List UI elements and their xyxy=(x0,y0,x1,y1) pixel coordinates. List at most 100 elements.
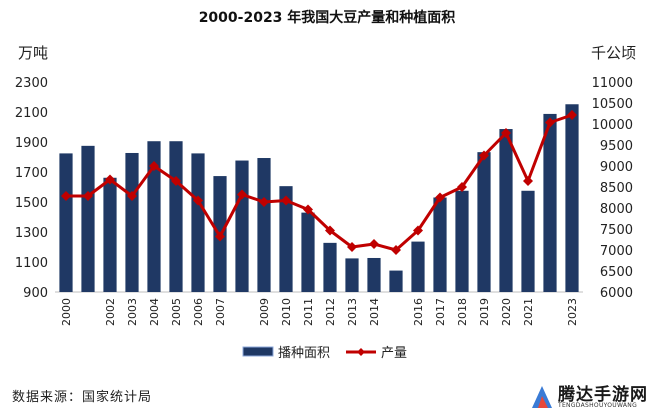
point-2010 xyxy=(281,195,291,206)
left-tick-label: 900 xyxy=(23,286,48,301)
x-tick-label: 2003 xyxy=(126,298,139,326)
right-tick-label: 8000 xyxy=(600,202,633,217)
point-2005 xyxy=(171,176,181,186)
x-tick-label: 2021 xyxy=(522,298,535,326)
bar-2013 xyxy=(345,258,359,292)
data-source-note: 数据来源：国家统计局 xyxy=(12,390,153,405)
legend-label-line: 产量 xyxy=(381,346,407,361)
left-axis: 900 1100 1300 1500 1700 1900 2100 2300 xyxy=(15,76,48,301)
watermark: 腾达手游网 TENGDASHOUYOUWANG xyxy=(528,378,650,418)
left-tick-label: 1500 xyxy=(15,196,48,211)
right-tick-label: 9500 xyxy=(600,139,633,154)
point-2022 xyxy=(545,117,555,128)
right-tick-label: 7500 xyxy=(600,223,633,238)
point-2017 xyxy=(435,192,445,203)
bar-2004 xyxy=(147,141,161,292)
point-2014 xyxy=(369,239,379,249)
chart-title: 2000-2023 年我国大豆产量和种植面积 xyxy=(199,9,456,26)
x-tick-label: 2010 xyxy=(280,298,293,326)
point-2011 xyxy=(303,204,313,215)
left-tick-label: 1100 xyxy=(15,256,48,271)
point-2004 xyxy=(149,161,159,171)
bar-2009 xyxy=(257,158,271,292)
right-axis-unit: 千公顷 xyxy=(591,44,636,62)
bar-2021 xyxy=(521,190,535,292)
left-axis-unit: 万吨 xyxy=(18,44,48,62)
x-tick-label: 2018 xyxy=(456,298,469,326)
x-tick-label: 2012 xyxy=(324,298,337,326)
x-tick-label: 2004 xyxy=(148,298,161,326)
point-2016 xyxy=(413,225,423,236)
point-2008 xyxy=(237,189,247,200)
x-tick-label: 2017 xyxy=(434,298,447,326)
point-2000 xyxy=(61,191,71,201)
x-tick-label: 2000 xyxy=(60,298,73,326)
point-2003 xyxy=(127,191,137,201)
left-tick-label: 1700 xyxy=(15,166,48,181)
left-tick-label: 1900 xyxy=(15,136,48,151)
bar-2018 xyxy=(455,190,469,292)
bar-2006 xyxy=(191,153,205,292)
x-tick-label: 2007 xyxy=(214,298,227,326)
point-2001 xyxy=(83,191,93,201)
x-tick-label: 2013 xyxy=(346,298,359,326)
point-2002 xyxy=(105,174,115,185)
bar-2015 xyxy=(389,270,403,292)
point-2012 xyxy=(325,225,335,236)
legend-label-bar: 播种面积 xyxy=(278,346,330,361)
right-tick-label: 10000 xyxy=(592,118,633,133)
right-tick-label: 9000 xyxy=(600,160,633,175)
point-2021 xyxy=(523,176,533,186)
right-tick-label: 6000 xyxy=(600,286,633,301)
point-2015 xyxy=(391,245,401,255)
bar-2016 xyxy=(411,241,425,292)
bar-2001 xyxy=(81,145,95,292)
x-tick-label: 2009 xyxy=(258,298,271,326)
x-axis: 2000 2002 2003 2004 2005 2006 2007 2009 2010 2011… xyxy=(60,298,579,326)
legend-marker-line xyxy=(357,348,365,356)
watermark-title: 腾达手游网 xyxy=(558,385,648,405)
left-tick-label: 1300 xyxy=(15,226,48,241)
bar-2008 xyxy=(235,160,249,292)
right-tick-label: 6500 xyxy=(600,265,633,280)
point-2013 xyxy=(347,242,357,252)
line-series xyxy=(61,110,577,255)
bar-2019 xyxy=(477,152,491,292)
legend: 播种面积 产量 xyxy=(242,346,407,361)
bar-2020 xyxy=(499,129,513,292)
bar-2023 xyxy=(565,104,579,292)
watermark-logo-icon xyxy=(532,386,552,408)
point-2020 xyxy=(501,128,511,138)
point-2007 xyxy=(215,231,225,242)
x-tick-label: 2005 xyxy=(170,298,183,326)
right-tick-label: 10500 xyxy=(592,97,633,112)
bar-2012 xyxy=(323,242,337,292)
legend-swatch-bar xyxy=(242,346,274,357)
x-tick-label: 2006 xyxy=(192,298,205,326)
left-tick-label: 2300 xyxy=(15,76,48,91)
right-axis: 6000 6500 7000 7500 8000 8500 9000 9500 10000 105… xyxy=(592,76,633,301)
right-tick-label: 7000 xyxy=(600,244,633,259)
bar-series xyxy=(59,104,579,292)
watermark-subtitle: TENGDASHOUYOUWANG xyxy=(558,402,638,409)
bar-2011 xyxy=(301,212,315,292)
bar-2010 xyxy=(279,186,293,292)
point-2019 xyxy=(479,150,489,161)
x-tick-label: 2002 xyxy=(104,298,117,326)
line-path xyxy=(66,113,573,252)
bar-2005 xyxy=(169,141,183,292)
point-2023 xyxy=(567,110,577,120)
x-tick-label: 2016 xyxy=(412,298,425,326)
point-2006 xyxy=(193,195,203,206)
bar-2003 xyxy=(125,152,139,292)
x-tick-label: 2014 xyxy=(368,298,381,326)
x-tick-label: 2019 xyxy=(478,298,491,326)
bar-2022 xyxy=(543,113,557,292)
point-2018 xyxy=(457,182,467,192)
x-tick-label: 2023 xyxy=(566,298,579,326)
bar-2002 xyxy=(103,177,117,292)
bar-2014 xyxy=(367,257,381,292)
left-tick-label: 2100 xyxy=(15,106,48,121)
right-tick-label: 8500 xyxy=(600,181,633,196)
